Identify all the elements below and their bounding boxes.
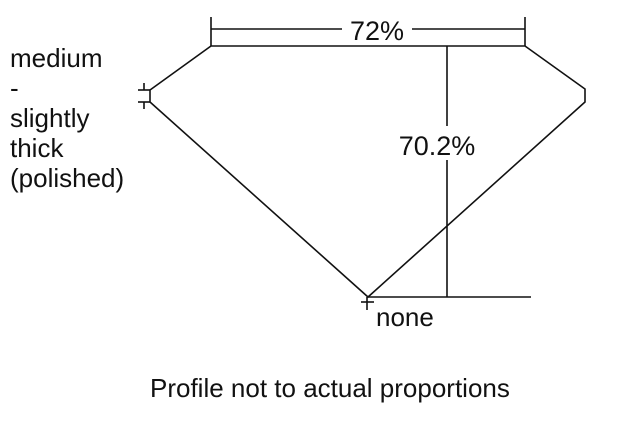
diamond-outline (149, 45, 586, 299)
girdle-label-line: medium (10, 43, 102, 73)
girdle-label-line: thick (10, 133, 64, 163)
caption: Profile not to actual proportions (150, 373, 510, 403)
table-percentage-label: 72% (350, 16, 404, 46)
girdle-label: medium - slightly thick (polished) (10, 43, 124, 193)
girdle-label-line: slightly (10, 103, 89, 133)
girdle-label-line: - (10, 73, 19, 103)
girdle-label-line: (polished) (10, 163, 124, 193)
culet-label: none (376, 302, 434, 332)
depth-percentage-label: 70.2% (399, 131, 476, 161)
